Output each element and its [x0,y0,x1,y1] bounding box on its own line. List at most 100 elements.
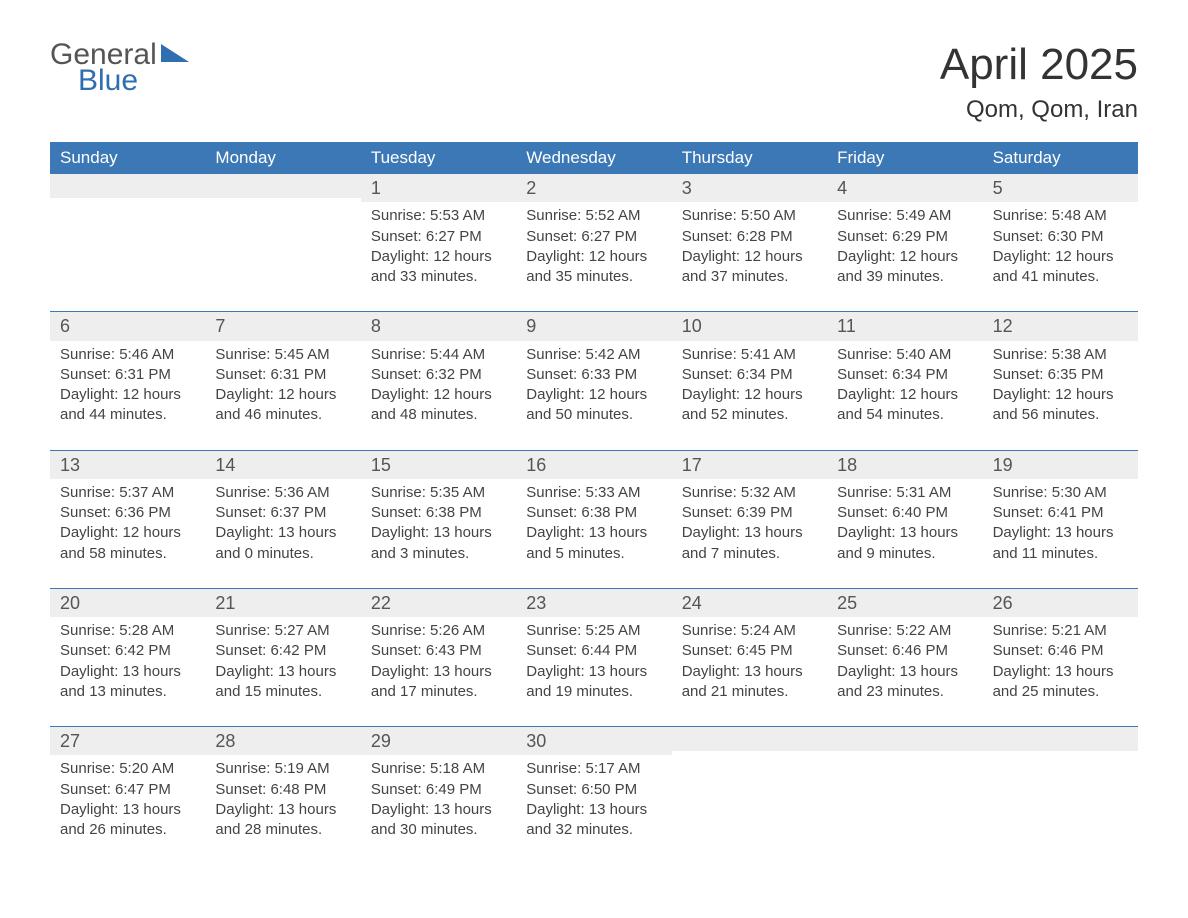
sunset-text: Sunset: 6:33 PM [526,365,661,385]
day-number [983,727,1138,751]
sunset-text: Sunset: 6:30 PM [993,227,1128,247]
calendar-cell: 25Sunrise: 5:22 AMSunset: 6:46 PMDayligh… [827,589,982,716]
calendar-cell: 7Sunrise: 5:45 AMSunset: 6:31 PMDaylight… [205,312,360,439]
sunrise-text: Sunrise: 5:40 AM [837,345,972,365]
sunset-text: Sunset: 6:45 PM [682,641,817,661]
sunrise-text: Sunrise: 5:35 AM [371,483,506,503]
sunset-text: Sunset: 6:28 PM [682,227,817,247]
calendar-cell [50,174,205,301]
daylight-text: Daylight: 13 hours and 15 minutes. [215,662,350,703]
sunrise-text: Sunrise: 5:17 AM [526,759,661,779]
sunrise-text: Sunrise: 5:21 AM [993,621,1128,641]
header: General Blue April 2025 Qom, Qom, Iran [50,40,1138,124]
daylight-text: Daylight: 12 hours and 33 minutes. [371,247,506,288]
calendar-cell: 21Sunrise: 5:27 AMSunset: 6:42 PMDayligh… [205,589,360,716]
calendar-cell: 13Sunrise: 5:37 AMSunset: 6:36 PMDayligh… [50,451,205,578]
sunset-text: Sunset: 6:49 PM [371,780,506,800]
title-block: April 2025 Qom, Qom, Iran [940,40,1138,124]
sunrise-text: Sunrise: 5:18 AM [371,759,506,779]
calendar-cell: 30Sunrise: 5:17 AMSunset: 6:50 PMDayligh… [516,727,671,854]
calendar-cell: 27Sunrise: 5:20 AMSunset: 6:47 PMDayligh… [50,727,205,854]
sunset-text: Sunset: 6:38 PM [526,503,661,523]
sunset-text: Sunset: 6:44 PM [526,641,661,661]
daylight-text: Daylight: 12 hours and 46 minutes. [215,385,350,426]
daylight-text: Daylight: 13 hours and 13 minutes. [60,662,195,703]
calendar-cell: 6Sunrise: 5:46 AMSunset: 6:31 PMDaylight… [50,312,205,439]
calendar: Sunday Monday Tuesday Wednesday Thursday… [50,142,1138,854]
day-number: 21 [205,589,360,617]
logo: General Blue [50,40,189,96]
daylight-text: Daylight: 13 hours and 9 minutes. [837,523,972,564]
sunset-text: Sunset: 6:32 PM [371,365,506,385]
sunset-text: Sunset: 6:43 PM [371,641,506,661]
day-header-tuesday: Tuesday [361,142,516,174]
sunset-text: Sunset: 6:46 PM [993,641,1128,661]
sunrise-text: Sunrise: 5:19 AM [215,759,350,779]
sunset-text: Sunset: 6:35 PM [993,365,1128,385]
day-number: 23 [516,589,671,617]
calendar-cell: 14Sunrise: 5:36 AMSunset: 6:37 PMDayligh… [205,451,360,578]
sunrise-text: Sunrise: 5:24 AM [682,621,817,641]
day-number: 30 [516,727,671,755]
daylight-text: Daylight: 12 hours and 39 minutes. [837,247,972,288]
sunrise-text: Sunrise: 5:46 AM [60,345,195,365]
daylight-text: Daylight: 13 hours and 3 minutes. [371,523,506,564]
daylight-text: Daylight: 12 hours and 54 minutes. [837,385,972,426]
sunrise-text: Sunrise: 5:53 AM [371,206,506,226]
day-number: 16 [516,451,671,479]
daylight-text: Daylight: 12 hours and 41 minutes. [993,247,1128,288]
calendar-cell: 11 Sunrise: 5:40 AMSunset: 6:34 PMDayligh… [827,312,982,439]
day-number: 27 [50,727,205,755]
calendar-week: 1Sunrise: 5:53 AMSunset: 6:27 PMDaylight… [50,174,1138,301]
calendar-cell [205,174,360,301]
day-number: 11 [827,312,982,340]
daylight-text: Daylight: 13 hours and 11 minutes. [993,523,1128,564]
sunrise-text: Sunrise: 5:38 AM [993,345,1128,365]
daylight-text: Daylight: 12 hours and 56 minutes. [993,385,1128,426]
sunrise-text: Sunrise: 5:20 AM [60,759,195,779]
sunset-text: Sunset: 6:40 PM [837,503,972,523]
sunset-text: Sunset: 6:42 PM [60,641,195,661]
sunrise-text: Sunrise: 5:25 AM [526,621,661,641]
sunrise-text: Sunrise: 5:41 AM [682,345,817,365]
sunrise-text: Sunrise: 5:31 AM [837,483,972,503]
daylight-text: Daylight: 13 hours and 32 minutes. [526,800,661,841]
day-number: 13 [50,451,205,479]
daylight-text: Daylight: 12 hours and 44 minutes. [60,385,195,426]
day-header-sunday: Sunday [50,142,205,174]
daylight-text: Daylight: 12 hours and 48 minutes. [371,385,506,426]
sunset-text: Sunset: 6:47 PM [60,780,195,800]
calendar-cell: 19Sunrise: 5:30 AMSunset: 6:41 PMDayligh… [983,451,1138,578]
sunset-text: Sunset: 6:36 PM [60,503,195,523]
calendar-cell: 5Sunrise: 5:48 AMSunset: 6:30 PMDaylight… [983,174,1138,301]
daylight-text: Daylight: 13 hours and 25 minutes. [993,662,1128,703]
page-subtitle: Qom, Qom, Iran [940,96,1138,124]
daylight-text: Daylight: 12 hours and 52 minutes. [682,385,817,426]
daylight-text: Daylight: 13 hours and 19 minutes. [526,662,661,703]
day-number [205,174,360,198]
day-number: 26 [983,589,1138,617]
sunrise-text: Sunrise: 5:22 AM [837,621,972,641]
day-number [827,727,982,751]
sunset-text: Sunset: 6:31 PM [215,365,350,385]
sunrise-text: Sunrise: 5:36 AM [215,483,350,503]
sunrise-text: Sunrise: 5:48 AM [993,206,1128,226]
day-number: 22 [361,589,516,617]
day-number [672,727,827,751]
sunset-text: Sunset: 6:34 PM [682,365,817,385]
day-number [50,174,205,198]
sunset-text: Sunset: 6:34 PM [837,365,972,385]
logo-triangle-icon [161,44,189,62]
daylight-text: Daylight: 12 hours and 58 minutes. [60,523,195,564]
calendar-cell: 20Sunrise: 5:28 AMSunset: 6:42 PMDayligh… [50,589,205,716]
sunset-text: Sunset: 6:27 PM [526,227,661,247]
daylight-text: Daylight: 13 hours and 17 minutes. [371,662,506,703]
daylight-text: Daylight: 13 hours and 0 minutes. [215,523,350,564]
day-header-wednesday: Wednesday [516,142,671,174]
calendar-cell: 8Sunrise: 5:44 AMSunset: 6:32 PMDaylight… [361,312,516,439]
day-number: 15 [361,451,516,479]
calendar-cell: 3Sunrise: 5:50 AMSunset: 6:28 PMDaylight… [672,174,827,301]
day-number: 9 [516,312,671,340]
day-number: 4 [827,174,982,202]
sunrise-text: Sunrise: 5:30 AM [993,483,1128,503]
